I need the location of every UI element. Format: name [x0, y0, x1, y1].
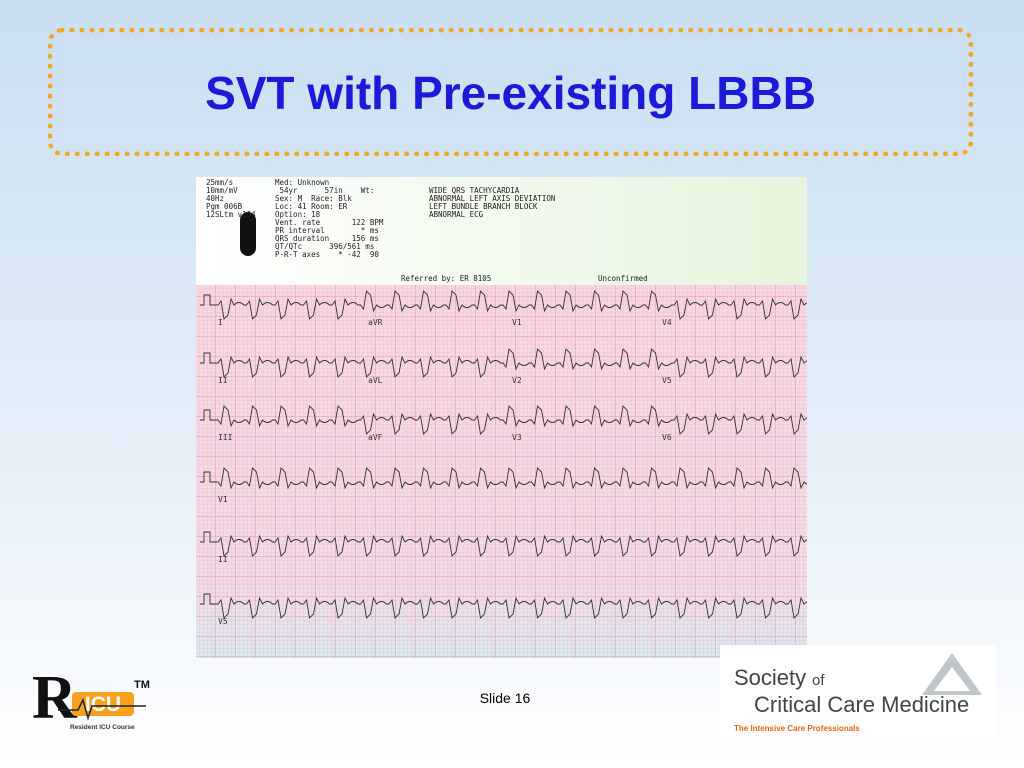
ecg-trace [200, 593, 807, 619]
ecg-image: Referred by: ER 8105 Unconfirmed 25mm/s1… [196, 177, 807, 658]
ecg-patient: Vent. rate 122 BPM [275, 218, 384, 227]
ecg-trace [200, 531, 807, 557]
lead-label: V1 [218, 495, 228, 504]
lead-label: V6 [662, 433, 672, 442]
lead-label: V1 [512, 318, 522, 327]
ecg-trace [200, 290, 807, 320]
ecg-patient: QT/QTc 396/561 ms [275, 242, 374, 251]
ecg-patient: Sex: M Race: Blk [275, 194, 352, 203]
ricu-name: ICU [85, 693, 121, 716]
ecg-interpretation: ABNORMAL ECG [429, 210, 484, 219]
slide-number: Slide 16 [479, 690, 531, 706]
sccm-logo: Society of Critical Care Medicine The In… [720, 645, 996, 740]
lead-label: V5 [662, 376, 672, 385]
ecg-referred: Referred by: ER 8105 [401, 274, 491, 283]
ricu-badge [72, 692, 134, 716]
lead-label: V5 [218, 617, 228, 626]
punch-hole [240, 212, 256, 256]
sccm-of: of [812, 672, 825, 689]
title-frame [48, 28, 973, 156]
ecg-setting: 40Hz [206, 194, 224, 203]
sccm-tagline: The Intensive Care Professionals [734, 724, 860, 733]
ecg-patient: PR interval * ms [275, 226, 379, 235]
ecg-trace [200, 405, 807, 435]
ecg-interpretation: ABNORMAL LEFT AXIS DEVIATION [429, 194, 555, 203]
lead-label: aVL [368, 376, 383, 385]
ecg-patient: QRS duration 156 ms [275, 234, 379, 243]
lead-label: aVF [368, 433, 383, 442]
lead-label: I [218, 318, 223, 327]
lead-label: III [218, 433, 233, 442]
ecg-patient: 54yr 57in Wt: [275, 186, 374, 195]
ecg-trace [200, 348, 807, 378]
ecg-trace [200, 467, 807, 490]
ricu-trace [58, 697, 146, 721]
ricu-caption: Resident ICU Course [70, 724, 135, 731]
ecg-interpretation: WIDE QRS TACHYCARDIA [429, 186, 520, 195]
ecg-setting: 10mm/mV [206, 186, 238, 195]
ricu-letter: R [32, 664, 78, 732]
ecg-setting: Pgm 006B [206, 202, 243, 211]
ricu-logo: R ICU TM Resident ICU Course [32, 664, 150, 732]
lead-label: II [218, 555, 228, 564]
lead-label: V2 [512, 376, 522, 385]
lead-label: II [218, 376, 228, 385]
ricu-tm: TM [134, 679, 150, 691]
slide-title: SVT with Pre-existing LBBB [205, 67, 816, 119]
sccm-line2: Critical Care Medicine [754, 692, 969, 717]
sccm-line1: Society [734, 665, 806, 690]
ecg-interpretation: LEFT BUNDLE BRANCH BLOCK [429, 202, 538, 211]
ecg-patient: P-R-T axes * -42 90 [275, 250, 379, 259]
ecg-status: Unconfirmed [598, 274, 648, 283]
lead-label: aVR [368, 318, 383, 327]
sccm-triangle-inner [934, 667, 970, 691]
ecg-setting: 12SLtm v104 [206, 210, 256, 219]
ecg-patient: Option: 18 [275, 210, 321, 219]
ecg-header-bg [196, 177, 807, 285]
ecg-patient: Loc: 41 Room: ER [275, 202, 348, 211]
lead-label: V3 [512, 433, 522, 442]
ecg-grid-major [196, 285, 807, 658]
lead-label: V4 [662, 318, 672, 327]
ecg-setting: 25mm/s [206, 178, 233, 187]
ecg-patient: Med: Unknown [275, 178, 329, 187]
